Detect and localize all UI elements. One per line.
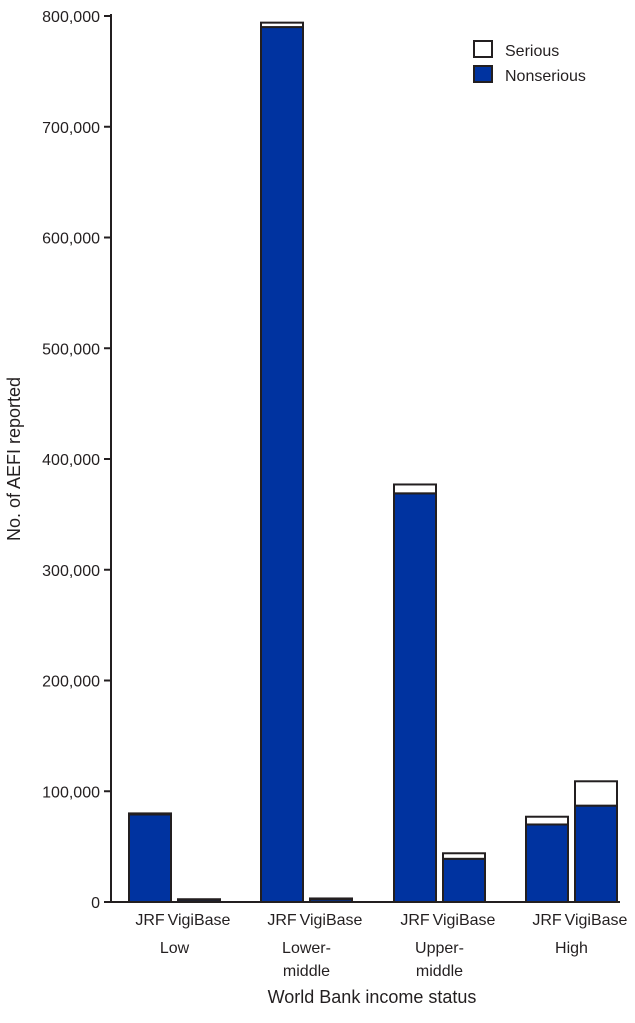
y-tick-label: 0 [91,895,100,912]
group-label: High [555,940,588,957]
category-label: VigiBase [433,912,496,929]
bar-nonserious-jrf [260,26,304,903]
bar-nonserious-jrf [525,823,569,903]
bars [128,21,618,904]
y-tick-label: 800,000 [42,9,100,26]
group-label: middle [416,963,463,980]
y-tick-label: 100,000 [42,784,100,801]
x-axis-labels: JRF VigiBase JRF VigiBase JRF VigiBase JRF Vigi… [135,912,627,980]
category-label: JRF [267,912,297,929]
y-tick-label: 600,000 [42,231,100,248]
bar-serious-vigibase [442,852,486,860]
category-label: VigiBase [300,912,363,929]
group-label: Low [160,940,190,957]
bar-serious-jrf [393,483,437,495]
bar-serious-jrf [260,21,304,29]
category-label: JRF [135,912,165,929]
bar-serious-jrf [525,815,569,826]
axes [110,14,620,903]
legend-swatch-nonserious [473,65,493,83]
y-tick-label: 200,000 [42,674,100,691]
bar-nonserious-jrf [128,813,172,904]
y-tick-label: 500,000 [42,341,100,358]
y-axis-ticks: 0 100,000 200,000 300,000 400,000 500,000 600,… [42,9,111,912]
x-axis-title: World Bank income status [268,987,477,1007]
category-label: VigiBase [168,912,231,929]
y-tick-label: 300,000 [42,563,100,580]
group-label: middle [283,963,330,980]
legend: Serious Nonserious [473,40,586,85]
bar-nonserious-vigibase [442,857,486,903]
bar-nonserious-vigibase [574,804,618,904]
bar-serious-vigibase [177,898,221,901]
legend-label-nonserious: Nonserious [505,68,586,85]
category-label: VigiBase [565,912,628,929]
category-label: JRF [400,912,430,929]
y-axis-title: No. of AEFI reported [4,377,24,541]
legend-swatch-serious [473,40,493,58]
bar-serious-vigibase [574,780,618,807]
bar-serious-jrf [128,812,172,816]
y-tick-label: 700,000 [42,120,100,137]
group-label: Lower- [282,940,331,957]
category-label: JRF [532,912,562,929]
y-tick-label: 400,000 [42,452,100,469]
group-label: Upper- [415,940,464,957]
bar-nonserious-jrf [393,492,437,903]
bar-serious-vigibase [309,897,353,901]
legend-label-serious: Serious [505,43,559,60]
